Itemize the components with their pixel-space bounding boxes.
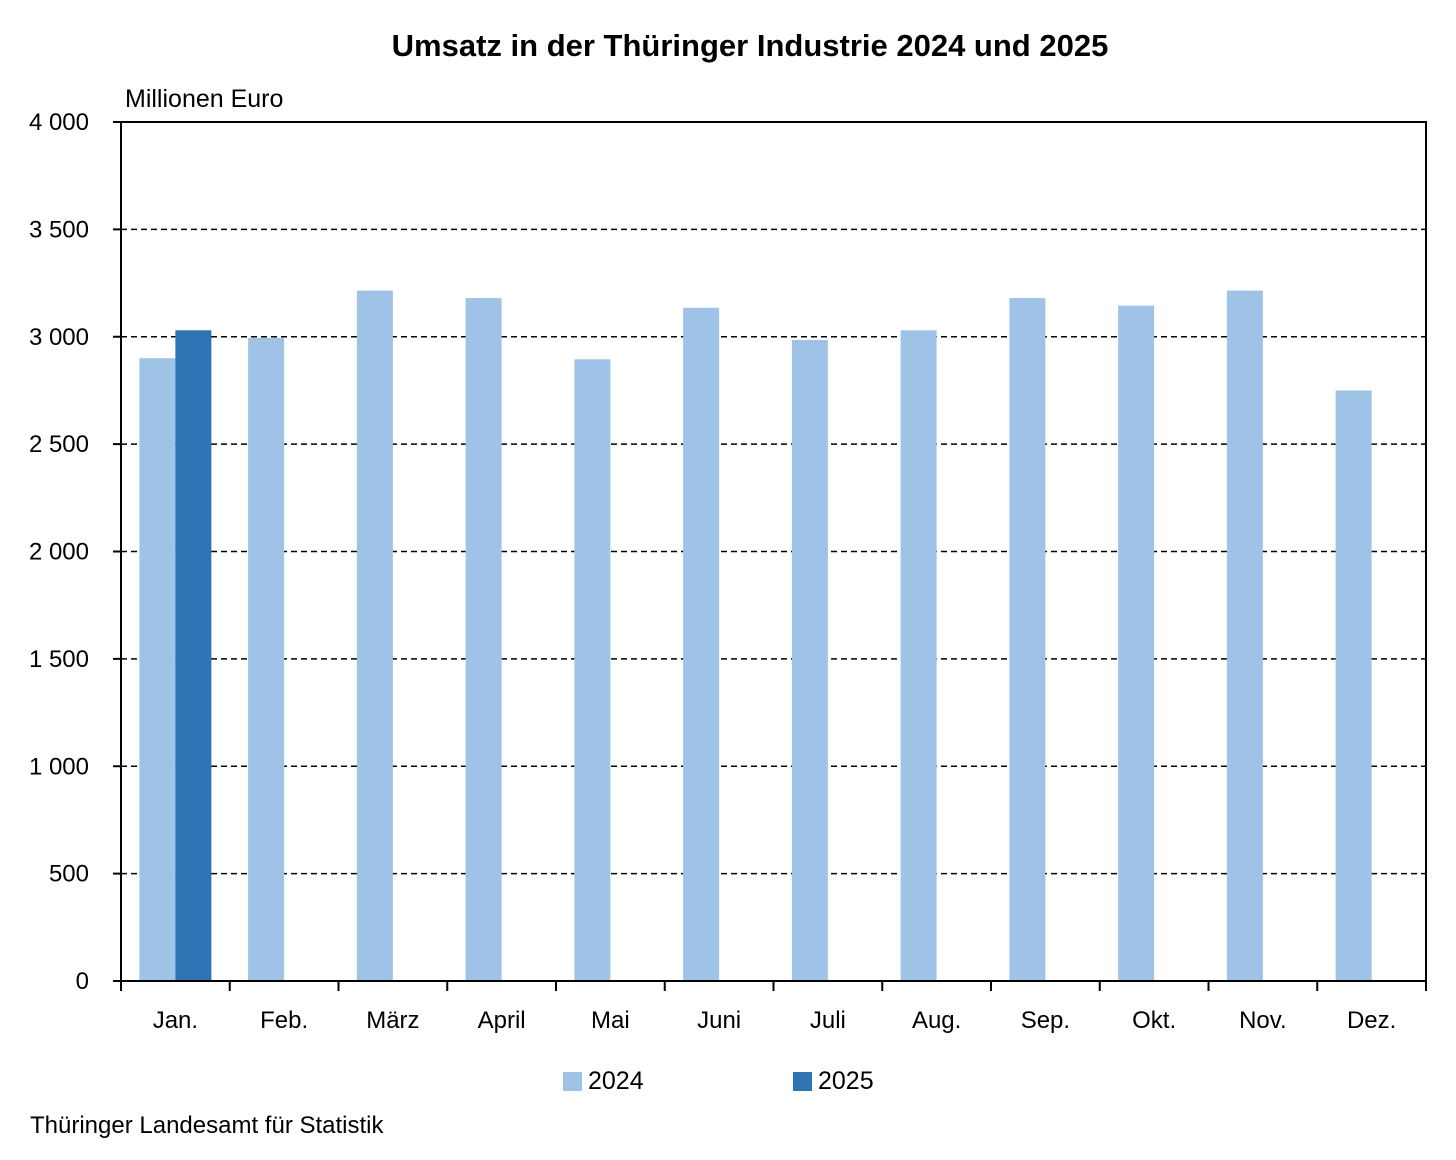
gridlines	[121, 228, 1426, 875]
x-tick-label: Juni	[697, 1007, 741, 1034]
legend-label-2024: 2024	[588, 1067, 644, 1095]
bar-2024-10	[1226, 290, 1263, 981]
x-tick-label: Juli	[810, 1007, 846, 1034]
y-axis-unit-label: Millionen Euro	[125, 85, 284, 113]
chart-title: Umsatz in der Thüringer Industrie 2024 u…	[391, 28, 1109, 63]
x-tick-label: Okt.	[1132, 1007, 1176, 1034]
bar-2024-6	[791, 339, 828, 981]
y-tick-label: 2 000	[29, 539, 89, 566]
x-tick-label: Nov.	[1239, 1007, 1287, 1034]
bar-2024-0	[139, 358, 176, 982]
x-tick-label: Mai	[591, 1007, 630, 1034]
bar-2024-3	[465, 298, 502, 982]
x-tick-label: April	[478, 1007, 526, 1034]
x-tick-label: Aug.	[912, 1007, 961, 1034]
y-tick-label: 3 000	[29, 324, 89, 351]
source-note: Thüringer Landesamt für Statistik	[30, 1112, 384, 1139]
x-tick-label: Feb.	[260, 1007, 308, 1034]
x-tick-label: März	[366, 1007, 419, 1034]
bar-2025-0	[175, 330, 212, 981]
y-tick-label: 500	[49, 861, 89, 888]
bar-2024-4	[574, 359, 611, 982]
bar-2024-9	[1118, 305, 1155, 982]
y-tick-label: 1 500	[29, 646, 89, 673]
bar-2024-5	[683, 307, 720, 981]
bars	[139, 290, 1372, 982]
y-tick-label: 1 000	[29, 753, 89, 780]
bar-2024-11	[1335, 390, 1372, 981]
axes: 0 500 1 000 1 500 2 000 2 500 3 000 3 500 4 000 J…	[29, 109, 1427, 1034]
y-tick-label: 2 500	[29, 431, 89, 458]
legend-swatch-2025	[793, 1072, 812, 1091]
y-tick-label: 4 000	[29, 109, 89, 136]
bar-2024-1	[248, 337, 285, 982]
y-tick-label: 0	[76, 968, 89, 995]
bar-2024-8	[1009, 298, 1046, 982]
x-tick-label: Jan.	[153, 1007, 198, 1034]
legend-swatch-2024	[563, 1072, 582, 1091]
y-tick-label: 3 500	[29, 216, 89, 243]
x-tick-label: Sep.	[1021, 1007, 1070, 1034]
legend-label-2025: 2025	[818, 1067, 874, 1095]
bar-2024-7	[900, 330, 937, 981]
bar-2024-2	[356, 290, 393, 981]
x-tick-label: Dez.	[1347, 1007, 1396, 1034]
